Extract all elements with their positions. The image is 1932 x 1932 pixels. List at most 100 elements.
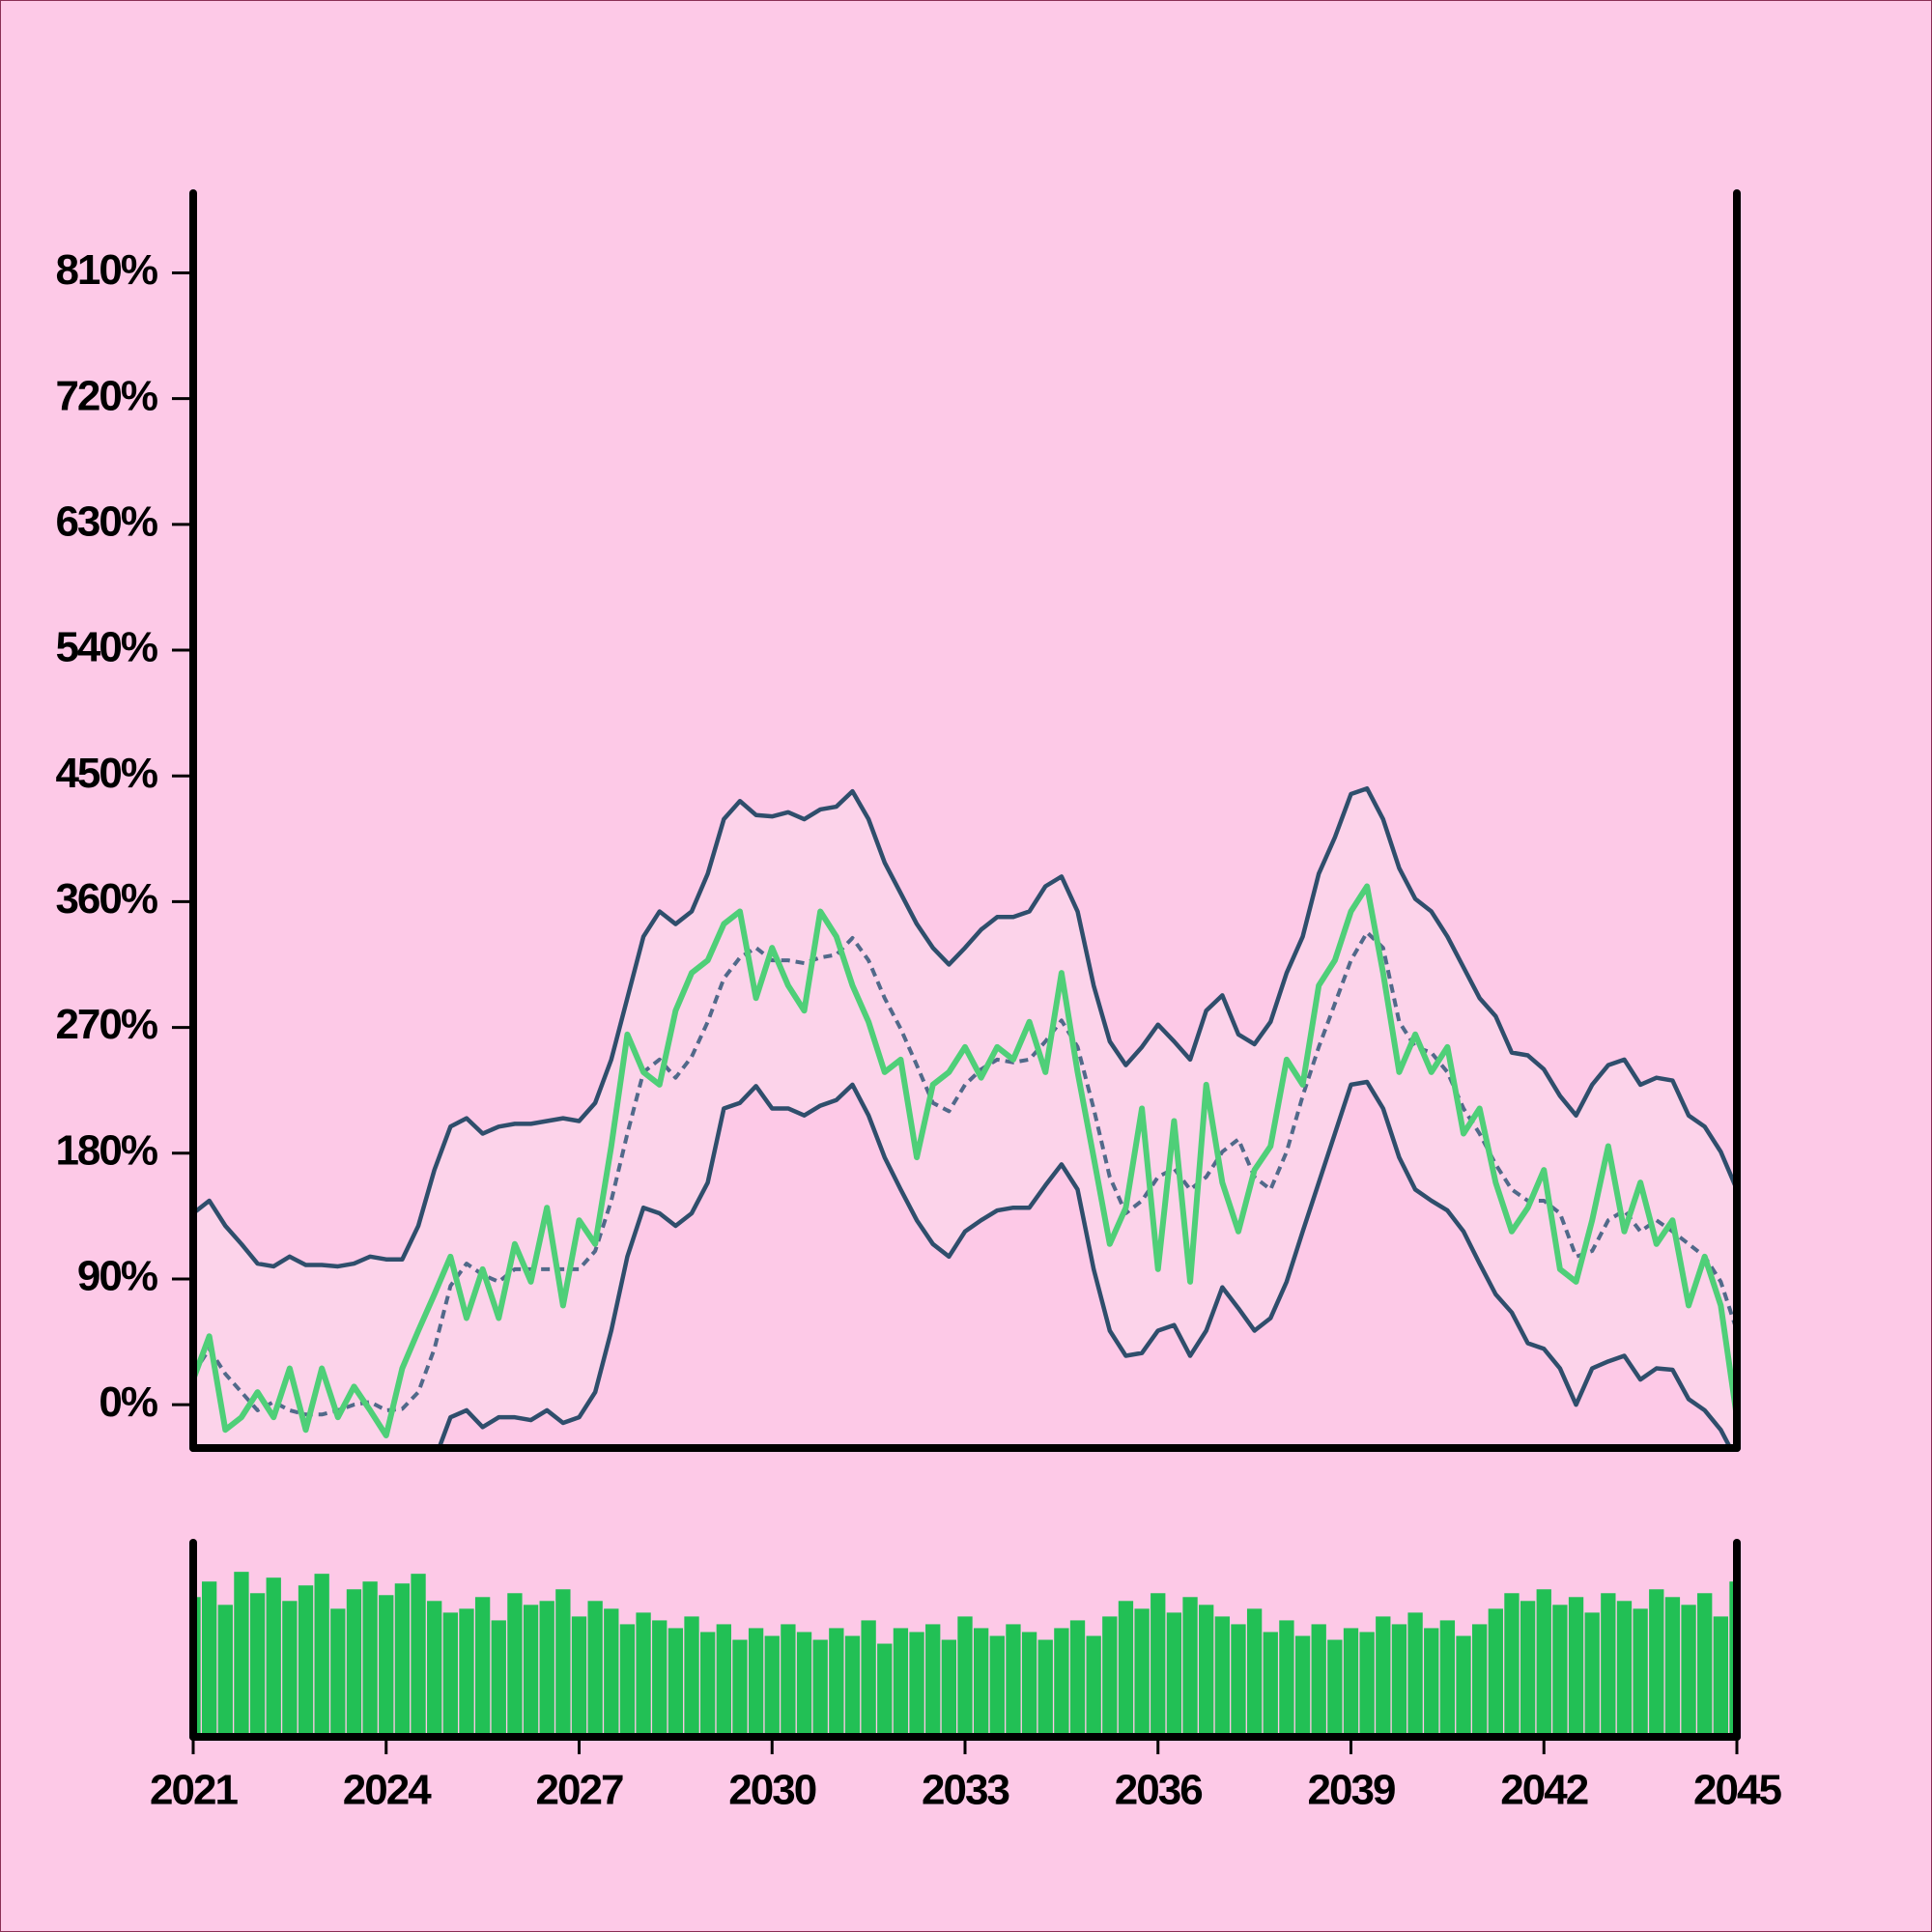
volume-bar [1006,1624,1021,1737]
volume-bar [1472,1624,1488,1737]
volume-bar [1456,1635,1471,1737]
volume-bar [1536,1589,1551,1737]
volume-bar [1391,1624,1407,1737]
volume-bar [1086,1635,1101,1737]
volume-bar [491,1620,506,1737]
volume-bar [877,1643,893,1737]
y-tick-label: 0% [99,1378,156,1426]
volume-bar [668,1628,684,1737]
x-tick-label: 2045 [1693,1767,1781,1814]
volume-bar [330,1608,346,1737]
x-tick-label: 2027 [536,1767,623,1814]
volume-bar [1246,1608,1263,1737]
volume-bar [957,1616,973,1737]
volume-bar [764,1635,780,1737]
volume-bar [1488,1608,1503,1737]
volume-bar [1311,1624,1326,1737]
x-tick-label: 2039 [1308,1767,1395,1814]
volume-bar [812,1639,828,1737]
y-tick-label: 450% [55,750,156,797]
volume-bar [636,1612,651,1737]
volume-bar [362,1581,378,1737]
volume-bar [652,1620,668,1737]
volume-bar [442,1612,458,1737]
y-tick-label: 630% [55,497,156,545]
volume-bar [844,1635,861,1737]
volume-bar [909,1632,924,1737]
volume-bar [1054,1628,1069,1737]
volume-bar [925,1624,941,1737]
volume-bar [1504,1593,1520,1737]
volume-bar [748,1628,764,1737]
volume-bar [1214,1616,1230,1737]
volume-bar [1279,1620,1294,1737]
volume-bar [1633,1608,1648,1737]
volume-bar [989,1635,1005,1737]
price-line [193,883,1737,1438]
volume-bar [796,1632,812,1737]
volume-bar [1182,1597,1198,1737]
y-tick-label: 90% [77,1253,157,1300]
volume-bar [459,1608,474,1737]
volume-bar [1584,1612,1600,1737]
x-tick-label: 2030 [728,1767,815,1814]
volume-bar [1520,1601,1536,1737]
volume-bar [266,1577,281,1737]
volume-bar [282,1601,298,1737]
volume-bar [1681,1605,1696,1737]
volume-bar [587,1601,603,1737]
volume-bar [1021,1632,1037,1737]
volume-bar [973,1628,989,1737]
volume-bar [1118,1601,1134,1737]
volume-bar [1697,1593,1713,1737]
volume-bar [1294,1635,1311,1737]
x-tick-label: 2021 [150,1767,238,1814]
y-tick-label: 270% [55,1001,156,1048]
price-plot [193,785,1737,1448]
volume-bar [379,1595,394,1737]
volume-bar [1037,1639,1053,1737]
volume-bar [893,1628,909,1737]
volume-bar [1664,1597,1681,1737]
volume-bar [523,1605,539,1737]
volume-bar [1102,1616,1118,1737]
volume-bar [314,1574,329,1737]
volume-bar [1568,1597,1584,1737]
volume-bar [249,1593,266,1737]
band-line [193,785,1737,1269]
volume-bar [201,1581,217,1737]
volume-bar [1343,1628,1359,1737]
volume-bar [298,1585,314,1737]
volume-bar [1552,1605,1568,1737]
volume-bar [700,1632,716,1737]
volume-bar [619,1624,636,1737]
band-fill [193,788,1737,1448]
volume-bar [781,1624,796,1737]
axes: 0% 90% 180% 270% 360% 450% 540% 630% 720% 810% 202… [55,189,1783,1814]
volume-bar [394,1583,411,1737]
volume-bar [507,1593,523,1737]
volume-bar [217,1605,233,1737]
x-tick-label: 2024 [343,1767,432,1814]
band-line [437,1079,1733,1448]
volume-bar [1166,1612,1182,1737]
volume-bar [1424,1628,1439,1737]
volume-bar [604,1608,619,1737]
volume-bar [571,1616,587,1737]
volume-bar [1713,1616,1729,1737]
volume-bar [1231,1624,1246,1737]
volume-bar [474,1597,491,1737]
volume-bar [1134,1608,1150,1737]
volume-bar [941,1639,957,1737]
volume-bar [1069,1620,1086,1737]
x-tick-label: 2033 [922,1767,1009,1814]
y-tick-label: 720% [55,372,156,419]
y-tick-label: 810% [55,246,156,294]
volume-bar [1151,1593,1166,1737]
volume-bar [829,1628,844,1737]
volume-bar [1199,1605,1214,1737]
y-tick-label: 360% [55,875,156,923]
volume-bar [861,1620,876,1737]
volume-bar [539,1601,554,1737]
band-line [193,930,1737,1417]
